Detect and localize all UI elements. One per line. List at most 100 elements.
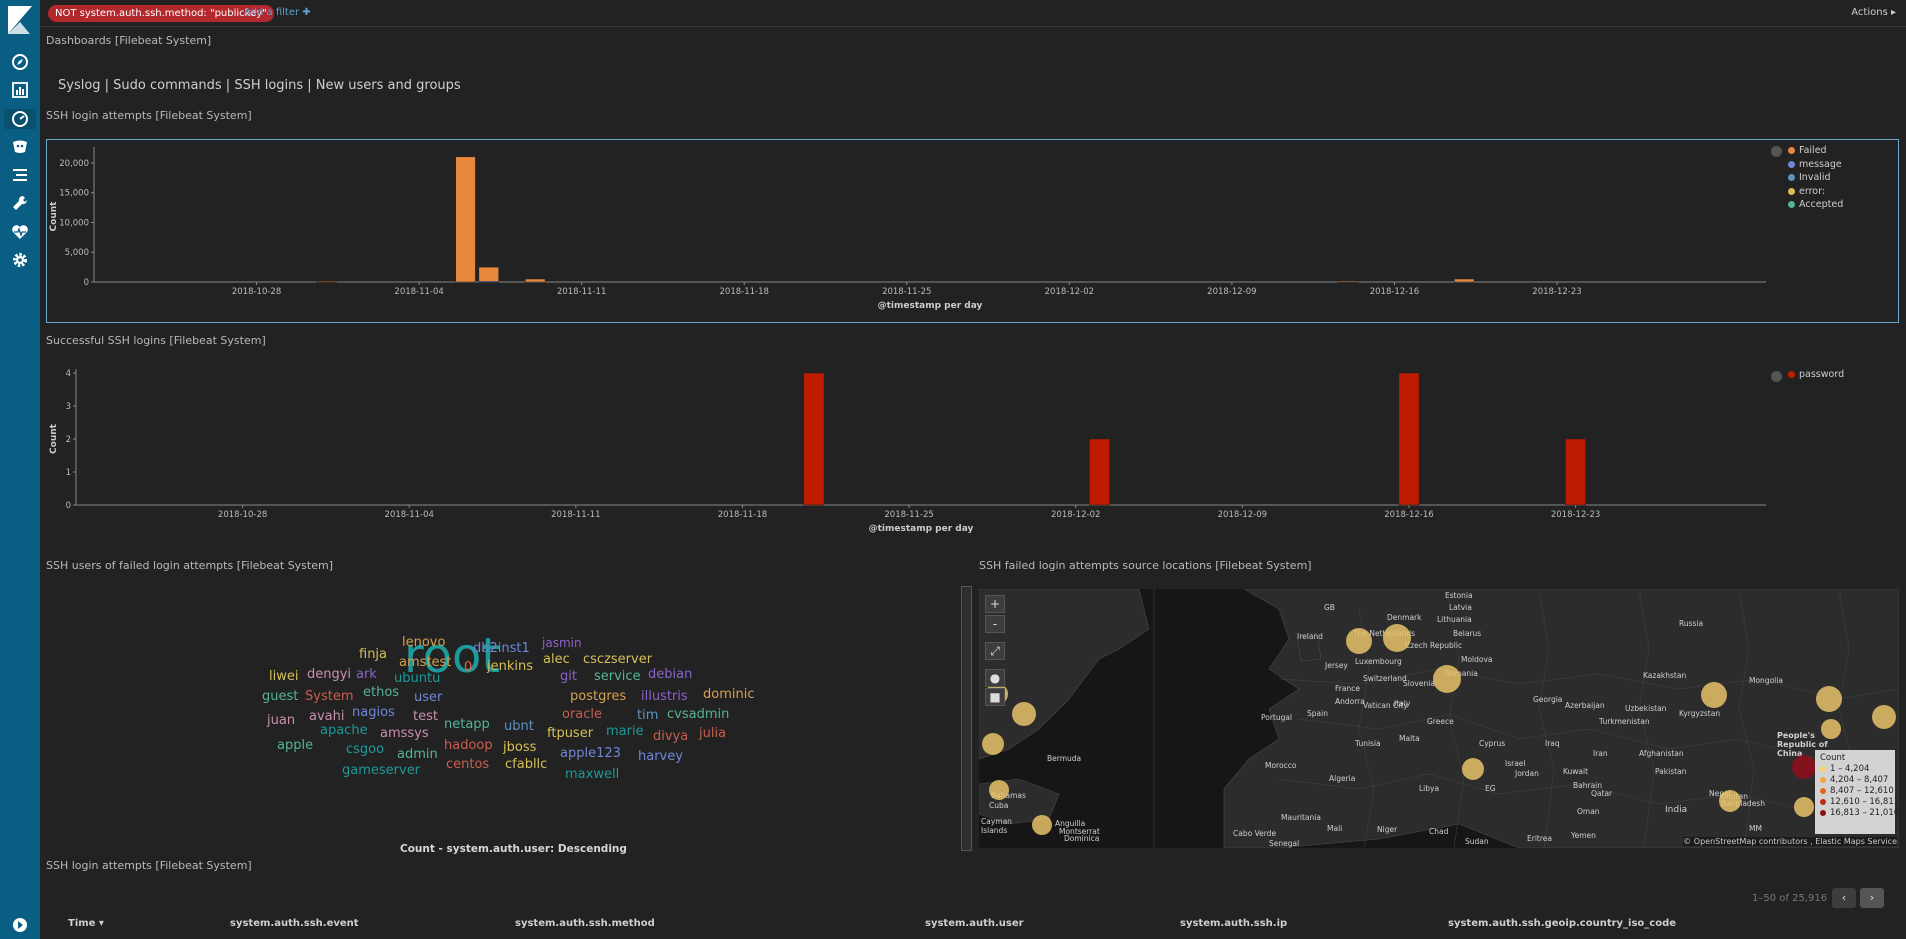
chart-bar[interactable] — [455, 156, 476, 283]
chart-bar[interactable] — [803, 372, 825, 506]
word-cloud-term[interactable]: admin — [397, 747, 438, 763]
column-header-user[interactable]: system.auth.user — [925, 918, 1024, 929]
column-header-ip[interactable]: system.auth.ssh.ip — [1180, 918, 1288, 929]
map-marker[interactable] — [1794, 797, 1814, 817]
map-marker[interactable] — [1872, 705, 1896, 729]
word-cloud-term[interactable]: apache — [320, 723, 368, 739]
map-marker[interactable] — [1701, 682, 1727, 708]
word-cloud-term[interactable]: hadoop — [444, 738, 493, 754]
word-cloud-term[interactable]: marie — [606, 724, 644, 740]
word-cloud-term[interactable]: csczserver — [583, 652, 653, 668]
word-cloud-term[interactable]: dominic — [703, 687, 755, 703]
word-cloud-term[interactable]: System — [305, 689, 354, 705]
dashboard-icon[interactable] — [4, 109, 36, 129]
word-cloud-term[interactable]: jenkins — [487, 659, 534, 675]
dev-tools-icon[interactable] — [10, 193, 30, 213]
zoom-out-button[interactable]: - — [985, 615, 1005, 633]
word-cloud-term[interactable]: jasmin — [542, 636, 582, 650]
draw-rectangle-icon[interactable]: ■ — [985, 688, 1005, 706]
map-attribution[interactable]: © OpenStreetMap contributors , Elastic M… — [1683, 837, 1897, 846]
logs-icon[interactable] — [10, 165, 30, 185]
word-cloud-term[interactable]: oracle — [562, 707, 603, 723]
legend-toggle-icon[interactable] — [1771, 371, 1782, 382]
word-cloud-term[interactable]: avahi — [309, 709, 345, 725]
word-cloud-term[interactable]: juan — [267, 713, 296, 729]
map-marker[interactable] — [1346, 628, 1372, 654]
word-cloud-term[interactable]: user — [414, 690, 443, 706]
word-cloud-term[interactable]: gameserver — [342, 763, 421, 779]
chart-bar[interactable] — [1398, 372, 1420, 506]
word-cloud-term[interactable]: service — [594, 669, 641, 685]
word-cloud-term[interactable]: finja — [359, 647, 388, 663]
map-marker[interactable] — [1821, 719, 1841, 739]
legend-item-invalid[interactable]: Invalid — [1788, 171, 1843, 185]
word-cloud-term[interactable]: debian — [648, 667, 693, 683]
word-cloud-term[interactable]: netapp — [444, 717, 490, 733]
map-marker[interactable] — [1816, 686, 1842, 712]
map-marker[interactable] — [1719, 790, 1741, 812]
word-cloud-term[interactable]: jboss — [503, 740, 537, 756]
legend-item-password[interactable]: password — [1788, 368, 1844, 382]
legend-toggle-icon[interactable] — [1771, 146, 1782, 157]
word-cloud-term[interactable]: divya — [653, 729, 689, 745]
legend-item-message[interactable]: message — [1788, 158, 1843, 172]
chart-bar[interactable] — [1565, 438, 1586, 506]
word-cloud-term[interactable]: ubnt — [504, 719, 534, 735]
column-header-time[interactable]: Time ▾ — [68, 918, 104, 929]
draw-circle-icon[interactable]: ● — [985, 669, 1005, 687]
add-filter-link[interactable]: Add a filter ✚ — [244, 7, 311, 18]
word-cloud-term[interactable]: root — [404, 628, 501, 685]
map-marker[interactable] — [1433, 665, 1461, 693]
word-cloud-term[interactable]: test — [413, 709, 438, 725]
chart-bar[interactable] — [1337, 280, 1359, 283]
word-cloud-term[interactable]: maxwell — [565, 767, 620, 783]
word-cloud-term[interactable]: amssys — [380, 726, 429, 742]
timelion-icon[interactable] — [10, 137, 30, 157]
word-cloud-term[interactable]: tim — [637, 708, 659, 724]
prev-page-button[interactable]: ‹ — [1832, 888, 1856, 908]
chart-bar[interactable] — [478, 281, 499, 283]
chart-bar[interactable] — [525, 278, 546, 283]
word-cloud-term[interactable]: ubuntu — [394, 671, 441, 687]
word-cloud-term[interactable]: ethos — [363, 685, 400, 701]
word-cloud-term[interactable]: db2inst1 — [473, 641, 530, 657]
chart-bar[interactable] — [316, 281, 337, 283]
word-cloud-term[interactable]: guest — [262, 689, 299, 705]
map-marker[interactable] — [989, 780, 1009, 800]
word-cloud-term[interactable]: nagios — [352, 705, 395, 721]
monitoring-icon[interactable] — [10, 222, 30, 242]
locations-map[interactable]: Estonia Latvia Lithuania Denmark Belarus… — [979, 589, 1899, 848]
word-cloud-term[interactable]: 0 — [464, 660, 473, 676]
word-cloud-term[interactable]: julia — [699, 726, 727, 742]
word-cloud-term[interactable]: centos — [446, 757, 490, 773]
word-cloud-term[interactable]: git — [560, 669, 577, 685]
word-cloud-term[interactable]: postgres — [570, 689, 627, 705]
column-header-event[interactable]: system.auth.ssh.event — [230, 918, 359, 929]
word-cloud-term[interactable]: liwei — [269, 669, 299, 685]
dashboard-links[interactable]: Syslog | Sudo commands | SSH logins | Ne… — [58, 78, 461, 93]
column-header-country[interactable]: system.auth.ssh.geoip.country_iso_code — [1448, 918, 1677, 929]
word-cloud-term[interactable]: amstest — [399, 655, 452, 671]
word-cloud-term[interactable]: alec — [543, 652, 570, 668]
actions-menu[interactable]: Actions ▸ — [1851, 7, 1896, 18]
map-marker-china[interactable] — [1792, 755, 1816, 779]
word-cloud-term[interactable]: apple — [277, 738, 314, 754]
word-cloud-term[interactable]: lenovo — [402, 635, 446, 651]
legend-item-error[interactable]: error: — [1788, 185, 1843, 199]
word-cloud-term[interactable]: csgoo — [346, 742, 385, 758]
zoom-in-button[interactable]: + — [985, 595, 1005, 613]
map-marker[interactable] — [1462, 758, 1484, 780]
collapse-icon[interactable] — [10, 915, 30, 935]
word-cloud-term[interactable]: harvey — [638, 749, 683, 765]
word-cloud-term[interactable]: ftpuser — [547, 726, 594, 742]
panel-scrollbar[interactable] — [961, 586, 972, 851]
fit-bounds-icon[interactable]: ⤢ — [985, 642, 1005, 660]
map-marker[interactable] — [1012, 702, 1036, 726]
word-cloud-term[interactable]: ark — [356, 667, 377, 683]
word-cloud-term[interactable]: illustris — [641, 689, 688, 705]
column-header-method[interactable]: system.auth.ssh.method — [515, 918, 655, 929]
map-marker[interactable] — [1383, 624, 1411, 652]
chart-bar[interactable] — [1453, 278, 1475, 283]
breadcrumb[interactable]: Dashboards [Filebeat System] — [46, 34, 212, 47]
chart-bar[interactable] — [1089, 438, 1110, 506]
